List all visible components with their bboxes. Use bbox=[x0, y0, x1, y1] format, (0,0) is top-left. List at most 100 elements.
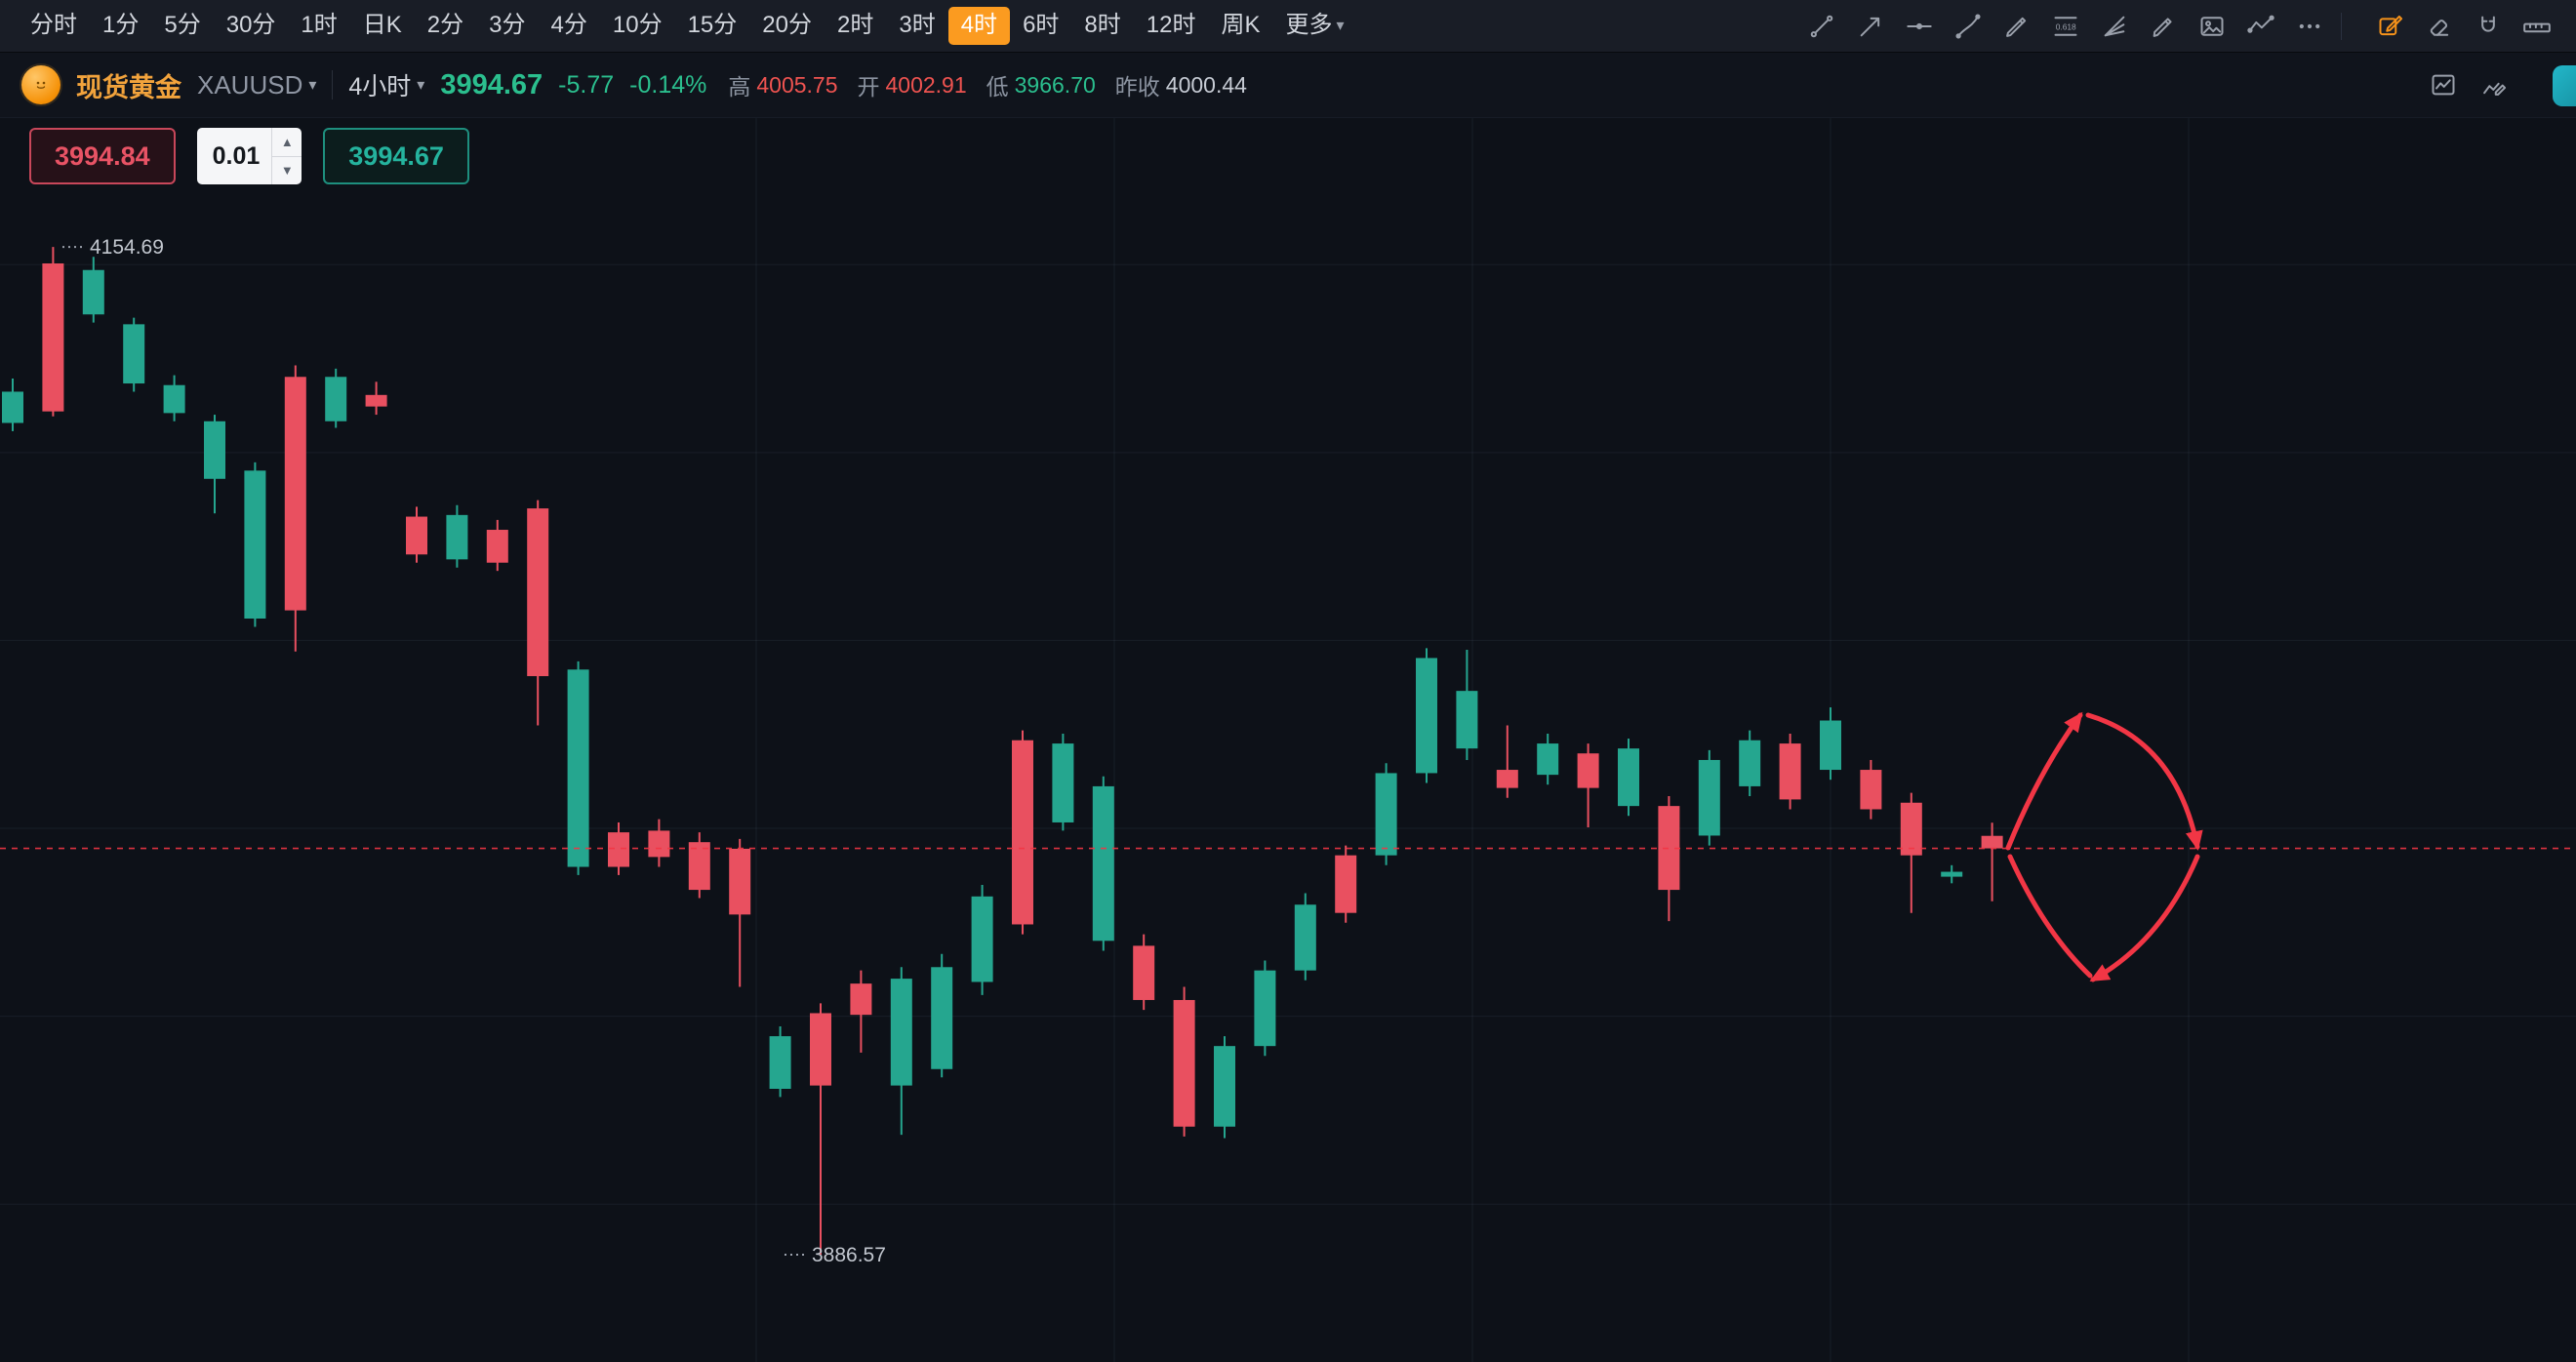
candle bbox=[1335, 855, 1357, 913]
quantity-increase-button[interactable]: ▲ bbox=[272, 128, 302, 157]
ohlc-stats: 高 4005.75 开 4002.91 低 3966.70 昨收 4000.44 bbox=[728, 68, 1247, 101]
wave-icon[interactable] bbox=[2239, 6, 2282, 47]
candle bbox=[1860, 770, 1882, 810]
candle bbox=[850, 983, 872, 1016]
candle bbox=[1981, 835, 2003, 849]
quantity-decrease-button[interactable]: ▼ bbox=[280, 163, 294, 179]
interval-label: 4小时 bbox=[348, 73, 412, 100]
stat-value: 4002.91 bbox=[885, 71, 967, 98]
candle bbox=[567, 669, 589, 867]
chart-edit-icon[interactable] bbox=[2475, 65, 2514, 104]
indicator-icon[interactable] bbox=[2424, 65, 2463, 104]
svg-text:0.618: 0.618 bbox=[2056, 21, 2076, 31]
candle bbox=[1779, 743, 1801, 800]
chevron-down-icon: ▾ bbox=[308, 77, 317, 94]
candle bbox=[648, 830, 670, 858]
chevron-down-icon: ▾ bbox=[417, 77, 425, 94]
candle bbox=[204, 421, 225, 479]
eraser-icon[interactable] bbox=[2418, 6, 2461, 47]
stat-开: 开 4002.91 bbox=[858, 68, 967, 101]
timeframe-1时[interactable]: 1时 bbox=[301, 12, 338, 39]
timeframe-30分[interactable]: 30分 bbox=[225, 12, 276, 39]
timeframe-分时[interactable]: 分时 bbox=[30, 12, 77, 39]
image-icon[interactable] bbox=[2191, 6, 2234, 47]
timeframe-1分[interactable]: 1分 bbox=[102, 12, 140, 39]
timeframe-3时[interactable]: 3时 bbox=[899, 12, 936, 39]
timeframe-toolbar: 分时 1分 5分 30分 1时 日K 2分 3分 4分 10分 15分 20分 2时 3时 4时 6时 8时 12… bbox=[0, 0, 2576, 53]
candle bbox=[1941, 871, 1963, 877]
candle bbox=[406, 516, 427, 555]
candle bbox=[1416, 658, 1437, 774]
timeframe-15分[interactable]: 15分 bbox=[687, 12, 738, 39]
candle bbox=[1820, 720, 1841, 771]
gann-fan-icon[interactable] bbox=[2093, 6, 2136, 47]
timeframe-3分[interactable]: 3分 bbox=[489, 12, 526, 39]
horizontal-line-icon[interactable] bbox=[1898, 6, 1941, 47]
symbol-bar-icons bbox=[2424, 65, 2514, 104]
timeframe-2分[interactable]: 2分 bbox=[426, 12, 464, 39]
instrument-logo-icon bbox=[21, 65, 60, 104]
timeframe-10分[interactable]: 10分 bbox=[612, 12, 663, 39]
chart-area: 4154.69 3886.57 bbox=[0, 118, 2576, 1362]
marker-icon[interactable] bbox=[2142, 6, 2185, 47]
candle bbox=[1012, 740, 1033, 925]
timeframe-6时[interactable]: 6时 bbox=[1023, 12, 1060, 39]
more-icon[interactable] bbox=[2288, 6, 2331, 47]
timeframe-周K[interactable]: 周K bbox=[1221, 12, 1261, 39]
candle bbox=[1698, 759, 1720, 836]
candle bbox=[1092, 785, 1114, 941]
timeframe-4时[interactable]: 4时 bbox=[947, 7, 1011, 45]
drawing-tools-right-group bbox=[2369, 6, 2558, 47]
trend-arrow-stroke[interactable] bbox=[2085, 712, 2203, 851]
stat-value: 3966.70 bbox=[1014, 71, 1096, 98]
partial-widget-icon[interactable] bbox=[2553, 65, 2576, 106]
candle bbox=[527, 508, 549, 677]
timeframe-4分[interactable]: 4分 bbox=[550, 12, 587, 39]
interval-selector[interactable]: 4小时 ▾ bbox=[348, 67, 424, 102]
candle bbox=[729, 848, 751, 915]
symbol-selector[interactable]: XAUUSD ▾ bbox=[197, 70, 316, 100]
timeframe-日K[interactable]: 日K bbox=[362, 12, 402, 39]
draw-edit-icon[interactable] bbox=[2369, 6, 2412, 47]
candle bbox=[1577, 753, 1599, 788]
candlestick-chart[interactable]: 4154.69 3886.57 bbox=[0, 118, 2576, 1362]
timeframe-12时[interactable]: 12时 bbox=[1146, 12, 1196, 39]
fib-retracement-icon[interactable]: 0.618 bbox=[2044, 6, 2087, 47]
quantity-stepper[interactable]: 0.01 ▲ ▼ bbox=[196, 128, 302, 184]
timeframe-5分[interactable]: 5分 bbox=[164, 12, 201, 39]
buy-price-button[interactable]: 3994.67 bbox=[323, 128, 469, 184]
trendline-icon[interactable] bbox=[1800, 6, 1843, 47]
timeframe-8时[interactable]: 8时 bbox=[1084, 12, 1121, 39]
divider bbox=[332, 70, 334, 100]
trend-arrow-stroke[interactable] bbox=[2089, 854, 2200, 982]
trend-arrow-stroke[interactable] bbox=[2005, 711, 2083, 851]
candle bbox=[1375, 773, 1397, 856]
timeframe-20分[interactable]: 20分 bbox=[762, 12, 812, 39]
pen-icon[interactable] bbox=[1995, 6, 2038, 47]
stat-value: 4000.44 bbox=[1165, 71, 1247, 98]
candle bbox=[486, 530, 508, 563]
toolbar-separator bbox=[2341, 12, 2342, 40]
trend-arrow-stroke[interactable] bbox=[2007, 854, 2093, 979]
candle bbox=[365, 394, 387, 407]
magnet-icon[interactable] bbox=[2467, 6, 2510, 47]
candle bbox=[931, 967, 953, 1069]
stat-label: 低 bbox=[986, 74, 1009, 100]
chevron-down-icon: ▾ bbox=[1336, 17, 1345, 34]
price-change-percent: -0.14% bbox=[629, 70, 707, 99]
candle bbox=[688, 842, 710, 891]
quantity-value: 0.01 bbox=[212, 141, 261, 170]
last-price: 3994.67 bbox=[440, 68, 543, 100]
timeframe-list: 分时 1分 5分 30分 1时 日K 2分 3分 4分 10分 15分 20分 2时 3时 4时 6时 8时 12… bbox=[18, 7, 1273, 45]
brush-icon[interactable] bbox=[1947, 6, 1990, 47]
ruler-icon[interactable] bbox=[2516, 6, 2558, 47]
candle bbox=[971, 896, 993, 982]
arrow-trendline-icon[interactable] bbox=[1849, 6, 1892, 47]
stat-value: 4005.75 bbox=[756, 71, 838, 98]
candle bbox=[810, 1013, 831, 1086]
timeframe-2时[interactable]: 2时 bbox=[836, 12, 874, 39]
more-timeframes-button[interactable]: 更多 ▾ bbox=[1273, 7, 1357, 45]
sell-price-button[interactable]: 3994.84 bbox=[29, 128, 176, 184]
symbol-code: XAUUSD bbox=[197, 69, 303, 100]
low-label: 3886.57 bbox=[812, 1244, 886, 1266]
